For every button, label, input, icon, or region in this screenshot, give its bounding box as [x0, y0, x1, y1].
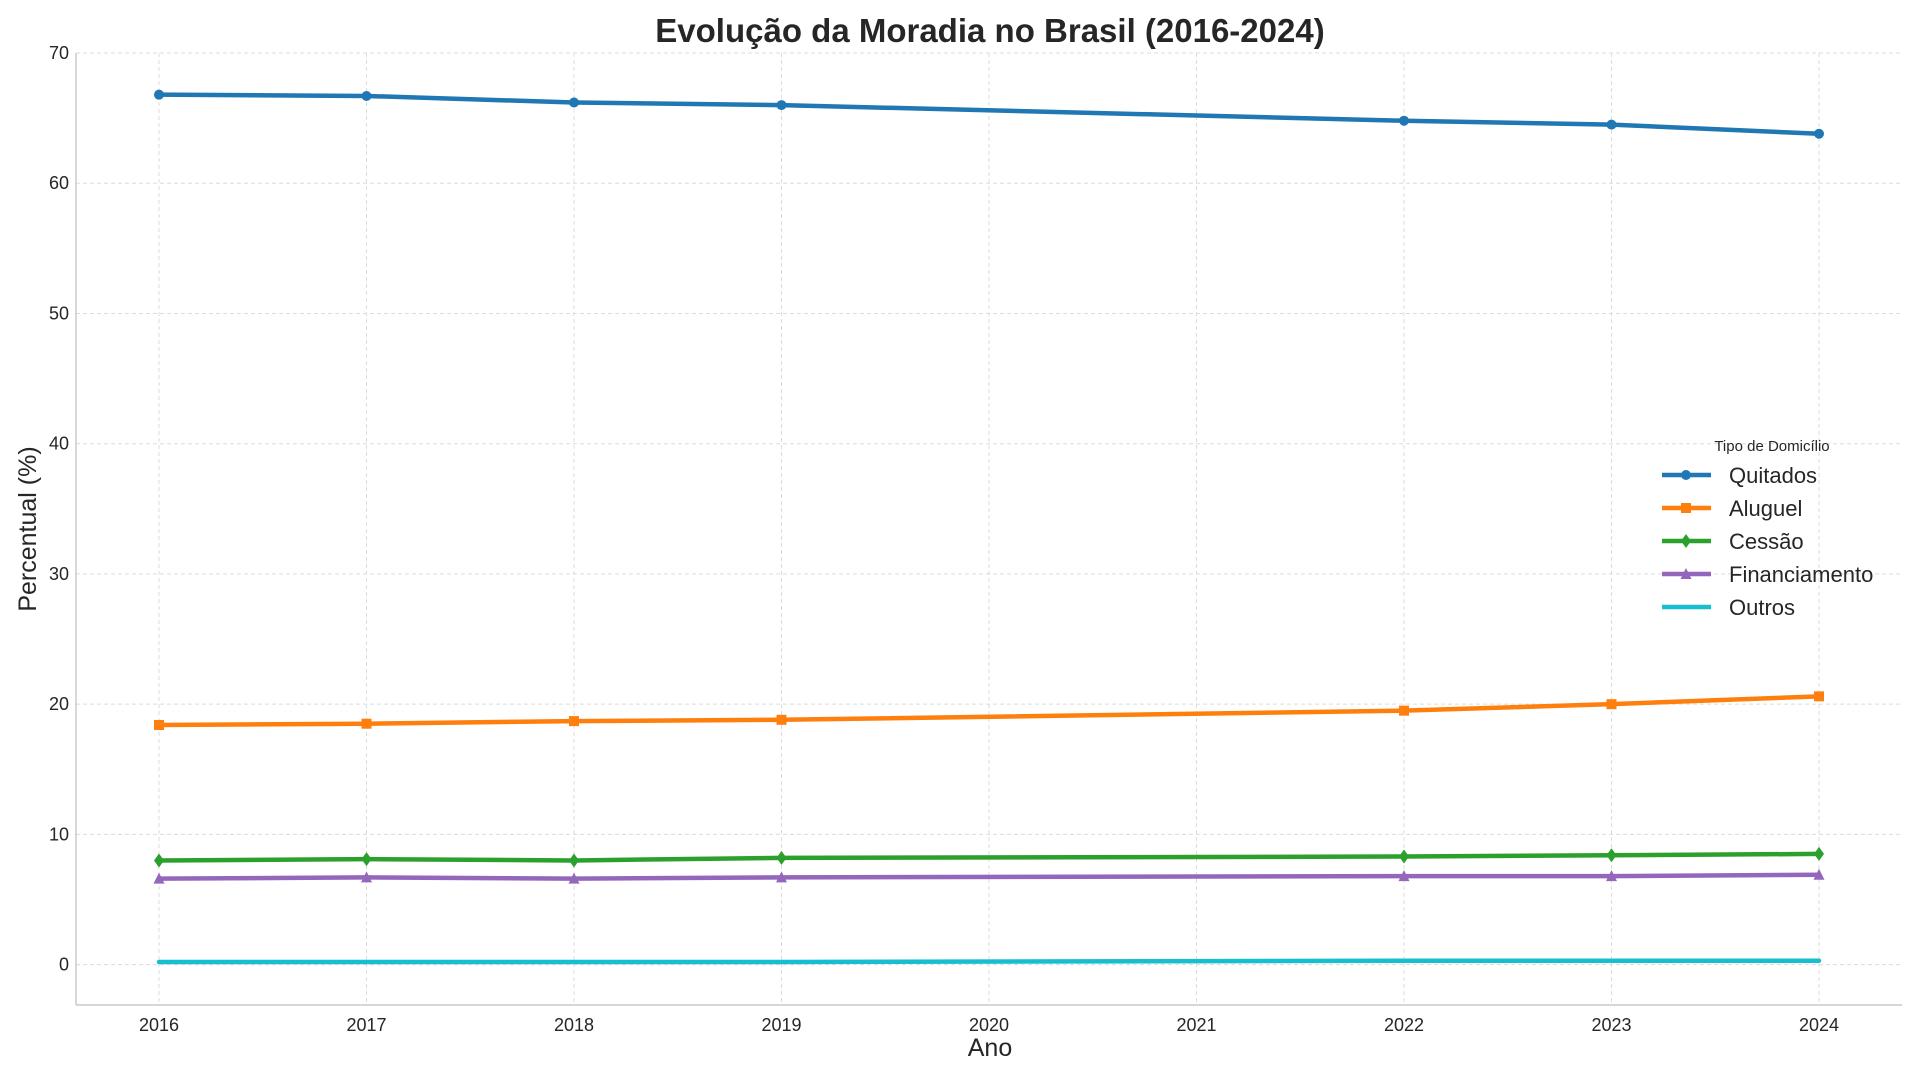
data-point-financiamento [153, 872, 165, 884]
y-tick-label: 20 [49, 694, 69, 714]
data-point-quitados [361, 90, 372, 101]
legend-marker-cessao [1681, 534, 1691, 548]
series-cessao [154, 846, 1824, 868]
legend-label-aluguel: Aluguel [1729, 496, 1802, 521]
x-tick-label: 2022 [1384, 1015, 1424, 1035]
y-tick-label: 30 [49, 564, 69, 584]
series-outros [156, 958, 1822, 965]
series-line-financiamento [156, 872, 1822, 881]
x-tick-label: 2024 [1799, 1015, 1839, 1035]
x-tick-label: 2020 [969, 1015, 1009, 1035]
x-tick-label: 2023 [1591, 1015, 1631, 1035]
data-point-quitados [154, 89, 164, 100]
y-tick-label: 40 [49, 434, 69, 454]
legend-marker-quitados [1681, 470, 1691, 480]
data-point-quitados [1814, 128, 1824, 139]
data-point-financiamento [776, 871, 787, 883]
chart-title: Evolução da Moradia no Brasil (2016-2024… [655, 12, 1324, 49]
data-point-cessao [361, 852, 372, 867]
legend-label-quitados: Quitados [1729, 463, 1817, 488]
y-tick-label: 50 [49, 303, 69, 323]
legend: Tipo de Domicílio Quitados Aluguel Cessão F… [1662, 438, 1873, 620]
x-tick-label: 2019 [761, 1015, 801, 1035]
x-axis-label: Ano [968, 1034, 1012, 1062]
legend-marker-financiamento [1680, 568, 1692, 579]
legend-title: Tipo de Domicílio [1714, 438, 1829, 455]
y-tick-label: 10 [49, 824, 69, 844]
series-aluguel [154, 691, 1824, 730]
data-point-financiamento [568, 872, 580, 884]
series-line-outros [156, 958, 1822, 965]
legend-label-financiamento: Financiamento [1729, 562, 1873, 587]
data-point-aluguel [361, 718, 372, 729]
data-point-cessao [1814, 846, 1824, 861]
data-point-quitados [569, 97, 579, 108]
data-point-quitados [1399, 115, 1409, 126]
legend-marker-aluguel [1681, 503, 1691, 513]
data-point-quitados [776, 100, 787, 111]
data-point-cessao [776, 850, 787, 865]
data-point-cessao [1399, 849, 1409, 864]
x-tick-label: 2018 [554, 1015, 594, 1035]
x-tick-label: 2017 [346, 1015, 386, 1035]
data-point-quitados [1606, 119, 1617, 130]
data-point-aluguel [1399, 705, 1409, 716]
series-line-quitados [156, 92, 1822, 136]
y-axis-label: Percentual (%) [14, 446, 42, 611]
data-point-aluguel [776, 714, 787, 725]
data-point-cessao [154, 853, 164, 868]
data-point-financiamento [1606, 870, 1617, 882]
data-point-aluguel [1606, 699, 1617, 710]
legend-label-cessao: Cessão [1729, 529, 1804, 554]
data-point-financiamento [361, 871, 372, 883]
data-point-financiamento [1398, 870, 1410, 882]
data-point-cessao [1606, 848, 1617, 863]
legend-label-outros: Outros [1729, 595, 1795, 620]
data-point-aluguel [154, 720, 164, 730]
y-tick-label: 0 [59, 955, 69, 975]
series-quitados [154, 89, 1824, 139]
x-tick-label: 2021 [1176, 1015, 1216, 1035]
data-point-aluguel [1814, 691, 1824, 702]
y-tick-label: 60 [49, 173, 69, 193]
data-point-cessao [569, 853, 579, 868]
x-tick-label: 2016 [139, 1015, 179, 1035]
y-tick-label: 70 [49, 43, 69, 63]
series-financiamento [153, 868, 1825, 884]
data-point-financiamento [1813, 868, 1825, 880]
data-point-aluguel [569, 716, 579, 727]
